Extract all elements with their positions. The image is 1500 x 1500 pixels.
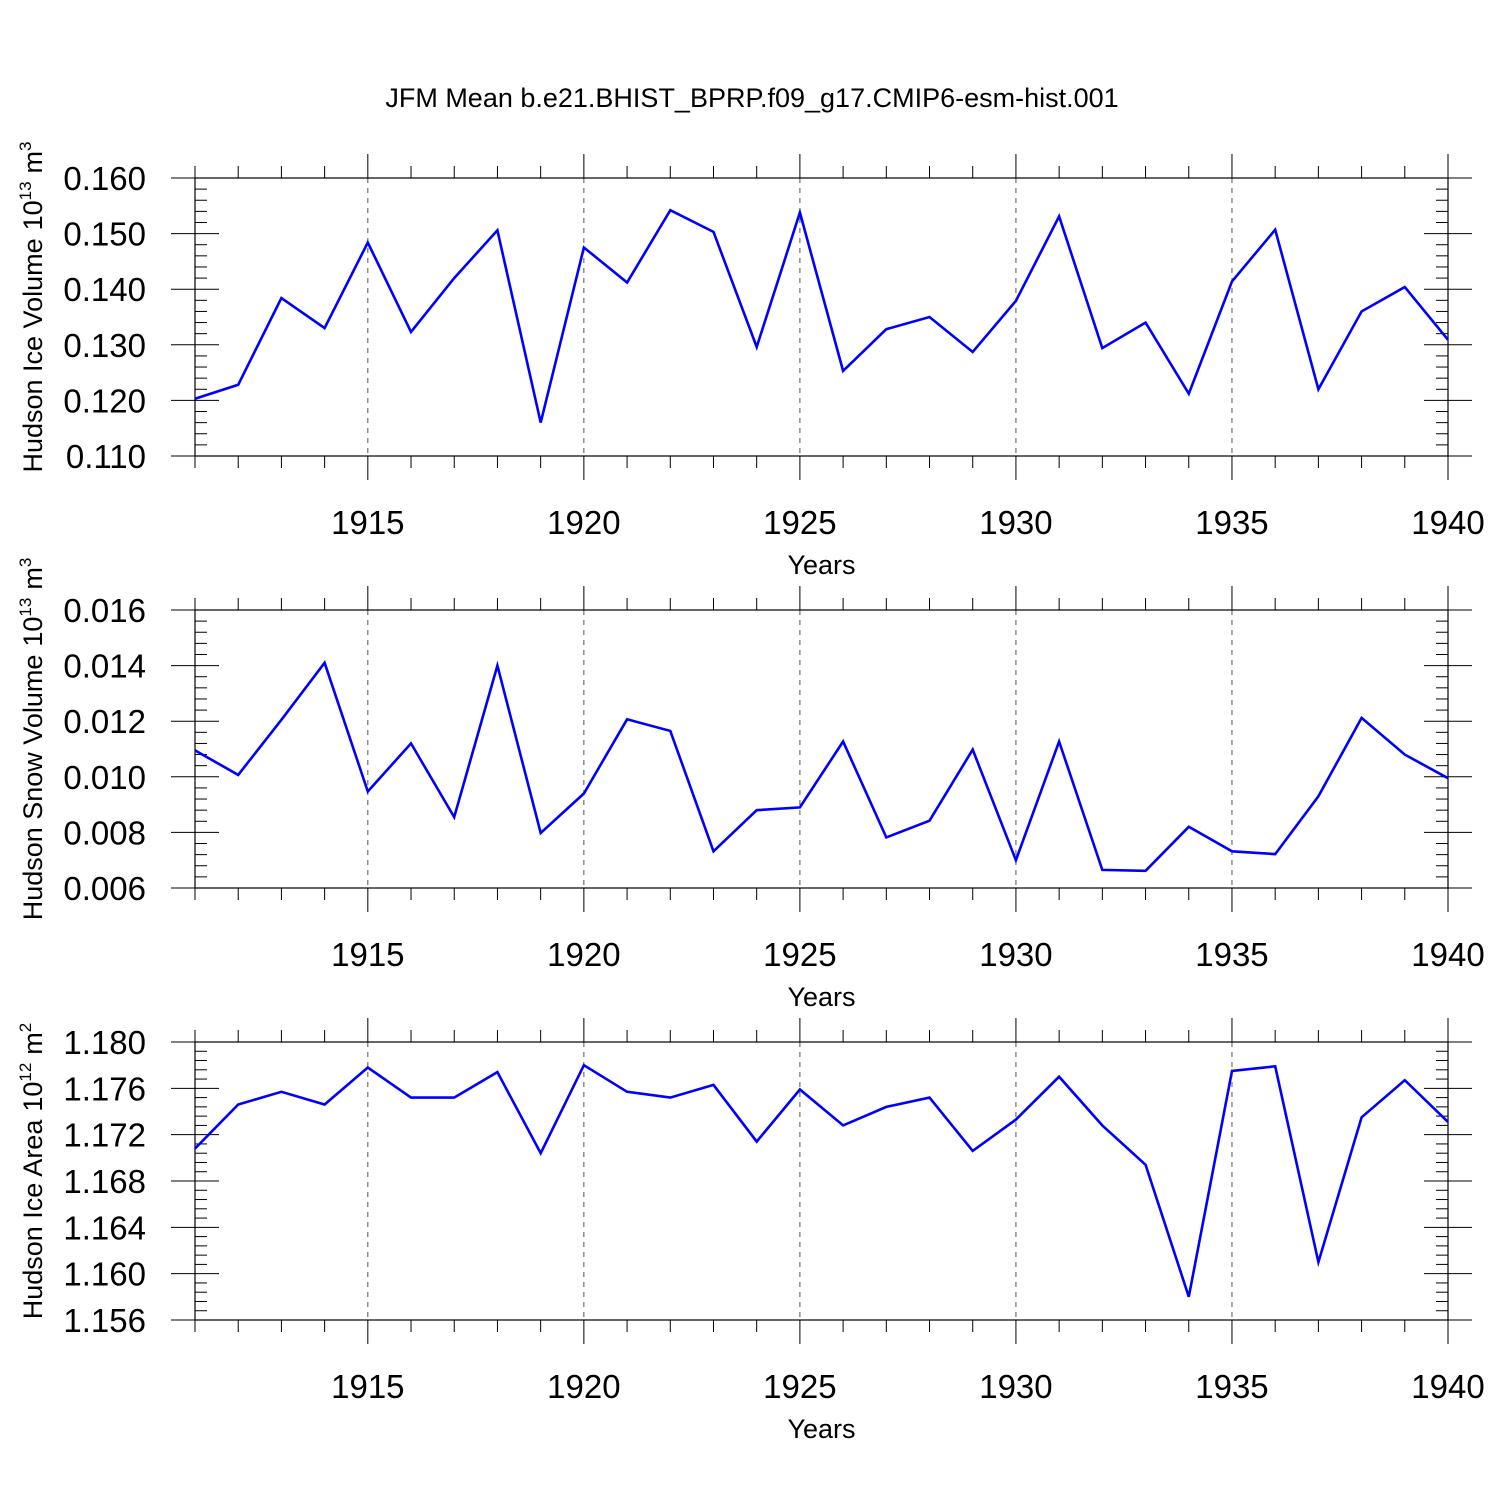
y-axis-label-name: Hudson Ice Volume: [18, 238, 48, 472]
x-tick-label: 1930: [979, 936, 1052, 973]
y-axis-label: Hudson Snow Volume 1013 m3: [16, 558, 48, 921]
y-tick-label: 0.016: [63, 592, 146, 629]
y-axis-label-base: 10: [18, 1082, 48, 1112]
x-tick-label: 1925: [763, 936, 836, 973]
y-axis-label-exponent: 12: [16, 1063, 35, 1082]
x-tick-label: 1915: [331, 1368, 404, 1405]
x-tick-label: 1935: [1195, 1368, 1268, 1405]
panels: 0.110 0.120 0.130 0.140 0.150 0.160 1915 1920 19…: [16, 141, 1485, 1444]
plot-frame: [194, 609, 1449, 889]
x-axis-label: Years: [787, 1414, 855, 1444]
y-axis-label-unit-exponent: 2: [16, 1023, 35, 1032]
series-line-ice-volume: [194, 207, 1450, 423]
y-tick-label: 0.008: [63, 814, 146, 851]
y-axis-label-name: Hudson Snow Volume: [18, 655, 48, 921]
y-tick-label: 1.156: [63, 1302, 146, 1339]
y-tick-label: 0.160: [63, 160, 146, 197]
plot-frame: [194, 177, 1449, 457]
x-tick-label: 1940: [1411, 1368, 1484, 1405]
x-axis-label: Years: [787, 982, 855, 1012]
y-tick-label: 1.176: [63, 1070, 146, 1107]
y-tick-label: 1.164: [63, 1209, 146, 1246]
x-tick-label: 1925: [763, 504, 836, 541]
y-axis-label: Hudson Ice Volume 1013 m3: [16, 141, 48, 472]
chart-panel-snow-volume: 0.006 0.008 0.010 0.012 0.014 0.016 1915 1920 19…: [16, 558, 1485, 1012]
y-tick-label: 1.160: [63, 1256, 146, 1293]
chart-panel-ice-area: 1.156 1.160 1.164 1.168 1.172 1.176 1.180 1915 1…: [16, 1018, 1485, 1444]
y-tick-label: 1.180: [63, 1024, 146, 1061]
x-tick-label: 1940: [1411, 936, 1484, 973]
x-tick-label: 1935: [1195, 504, 1268, 541]
y-tick-label: 0.130: [63, 327, 146, 364]
y-tick-label: 0.012: [63, 703, 146, 740]
y-axis-label-unit-exponent: 3: [16, 141, 35, 150]
series-line-ice-area: [194, 1063, 1449, 1298]
y-tick-label: 0.010: [63, 759, 146, 796]
x-tick-label: 1930: [979, 504, 1052, 541]
y-tick-label: 0.006: [63, 870, 146, 907]
x-axis-label: Years: [787, 550, 855, 580]
x-tick-label: 1920: [547, 936, 620, 973]
y-axis-label-base: 10: [18, 617, 48, 647]
y-tick-label: 0.150: [63, 216, 146, 253]
y-tick-label: 0.110: [66, 438, 146, 475]
y-axis-label-exponent: 13: [16, 598, 35, 617]
y-tick-label: 0.120: [63, 382, 146, 419]
y-axis-label-unit: m: [18, 567, 48, 590]
x-tick-label: 1935: [1195, 936, 1268, 973]
y-tick-label: 1.172: [63, 1117, 146, 1154]
chart-panel-ice-volume: 0.110 0.120 0.130 0.140 0.150 0.160 1915 1920 19…: [16, 141, 1485, 580]
figure-title: JFM Mean b.e21.BHIST_BPRP.f09_g17.CMIP6-…: [385, 83, 1118, 113]
x-tick-label: 1940: [1411, 504, 1484, 541]
y-axis-label-unit-exponent: 3: [16, 558, 35, 567]
y-axis-label-unit: m: [18, 1032, 48, 1055]
x-tick-label: 1920: [547, 504, 620, 541]
x-tick-label: 1920: [547, 1368, 620, 1405]
y-axis-label-name: Hudson Ice Area: [18, 1119, 48, 1320]
y-axis-label: Hudson Ice Area 1012 m2: [16, 1023, 48, 1320]
y-tick-label: 0.140: [63, 271, 146, 308]
y-tick-label: 1.168: [63, 1163, 146, 1200]
x-tick-label: 1915: [331, 936, 404, 973]
series-line-snow-volume: [194, 660, 1449, 873]
y-axis-label-exponent: 13: [16, 181, 35, 200]
x-tick-label: 1930: [979, 1368, 1052, 1405]
y-tick-label: 0.014: [63, 648, 146, 685]
y-axis-label-base: 10: [18, 200, 48, 230]
x-tick-label: 1915: [331, 504, 404, 541]
x-tick-label: 1925: [763, 1368, 836, 1405]
y-axis-label-unit: m: [18, 151, 48, 174]
